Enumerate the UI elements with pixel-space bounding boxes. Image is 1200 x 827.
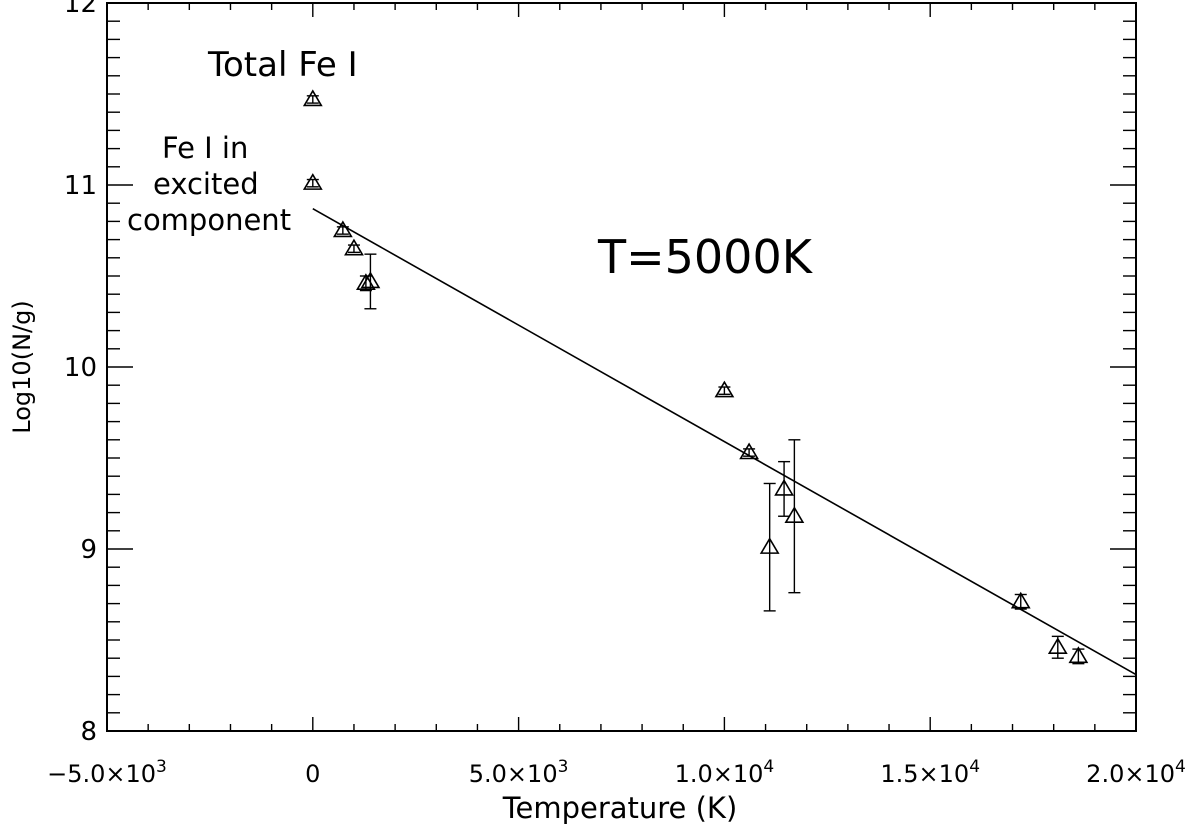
triangle-marker [1010,591,1031,609]
data-point [774,460,794,517]
triangle-marker [302,89,323,107]
axis-ticks [106,2,1137,732]
data-point [1068,646,1089,665]
y-tick-label: 11 [64,171,97,201]
x-tick-label: −5.0×103 [47,757,167,788]
triangle-marker [774,478,794,496]
annotation-excited-line3: component [127,203,291,237]
triangle-marker [1047,637,1068,655]
data-point [344,238,364,256]
x-axis-label: Temperature (K) [502,791,738,825]
triangle-marker [1068,646,1089,664]
triangle-marker [302,173,323,190]
annotation-total: Total Fe I [207,45,358,85]
x-tick-label: 2.0×104 [1086,757,1186,788]
y-tick-label: 10 [64,353,97,383]
x-tick-label: 1.0×104 [675,757,775,788]
data-point [1047,635,1068,659]
x-tick-label: 0 [305,760,320,788]
x-tick-label: 5.0×103 [469,757,569,788]
triangle-marker [784,506,805,523]
data-point [739,442,759,460]
triangle-marker [344,238,364,256]
data-point [714,380,735,398]
data-point [302,89,323,107]
triangle-marker [759,537,780,554]
data-point [784,439,805,594]
data-point [360,253,381,310]
data-point [302,173,323,190]
y-tick-label: 12 [64,0,97,19]
annotation-excited-line2: excited [153,167,259,201]
triangle-marker [360,271,381,289]
data-point [332,220,353,238]
plot-frame [106,2,1137,732]
annotation-temperature: T=5000K [597,230,814,284]
x-tick-labels: −5.0×103 0 5.0×103 1.0×104 1.5×104 2.0×104 [47,757,1186,788]
triangle-marker [332,220,353,238]
triangle-marker [739,442,759,460]
y-axis-label: Log10(N/g) [8,300,36,433]
x-tick-label: 1.5×104 [880,757,980,788]
y-tick-label: 9 [80,535,97,565]
y-tick-label: 8 [80,717,97,747]
fit-line [312,207,1137,676]
triangle-marker [714,380,735,398]
data-point [1010,591,1031,610]
y-tick-labels: 8 9 10 11 12 [64,0,97,747]
annotation-excited-line1: Fe I in [162,131,248,165]
data-points [302,89,1089,665]
data-point [759,482,780,612]
